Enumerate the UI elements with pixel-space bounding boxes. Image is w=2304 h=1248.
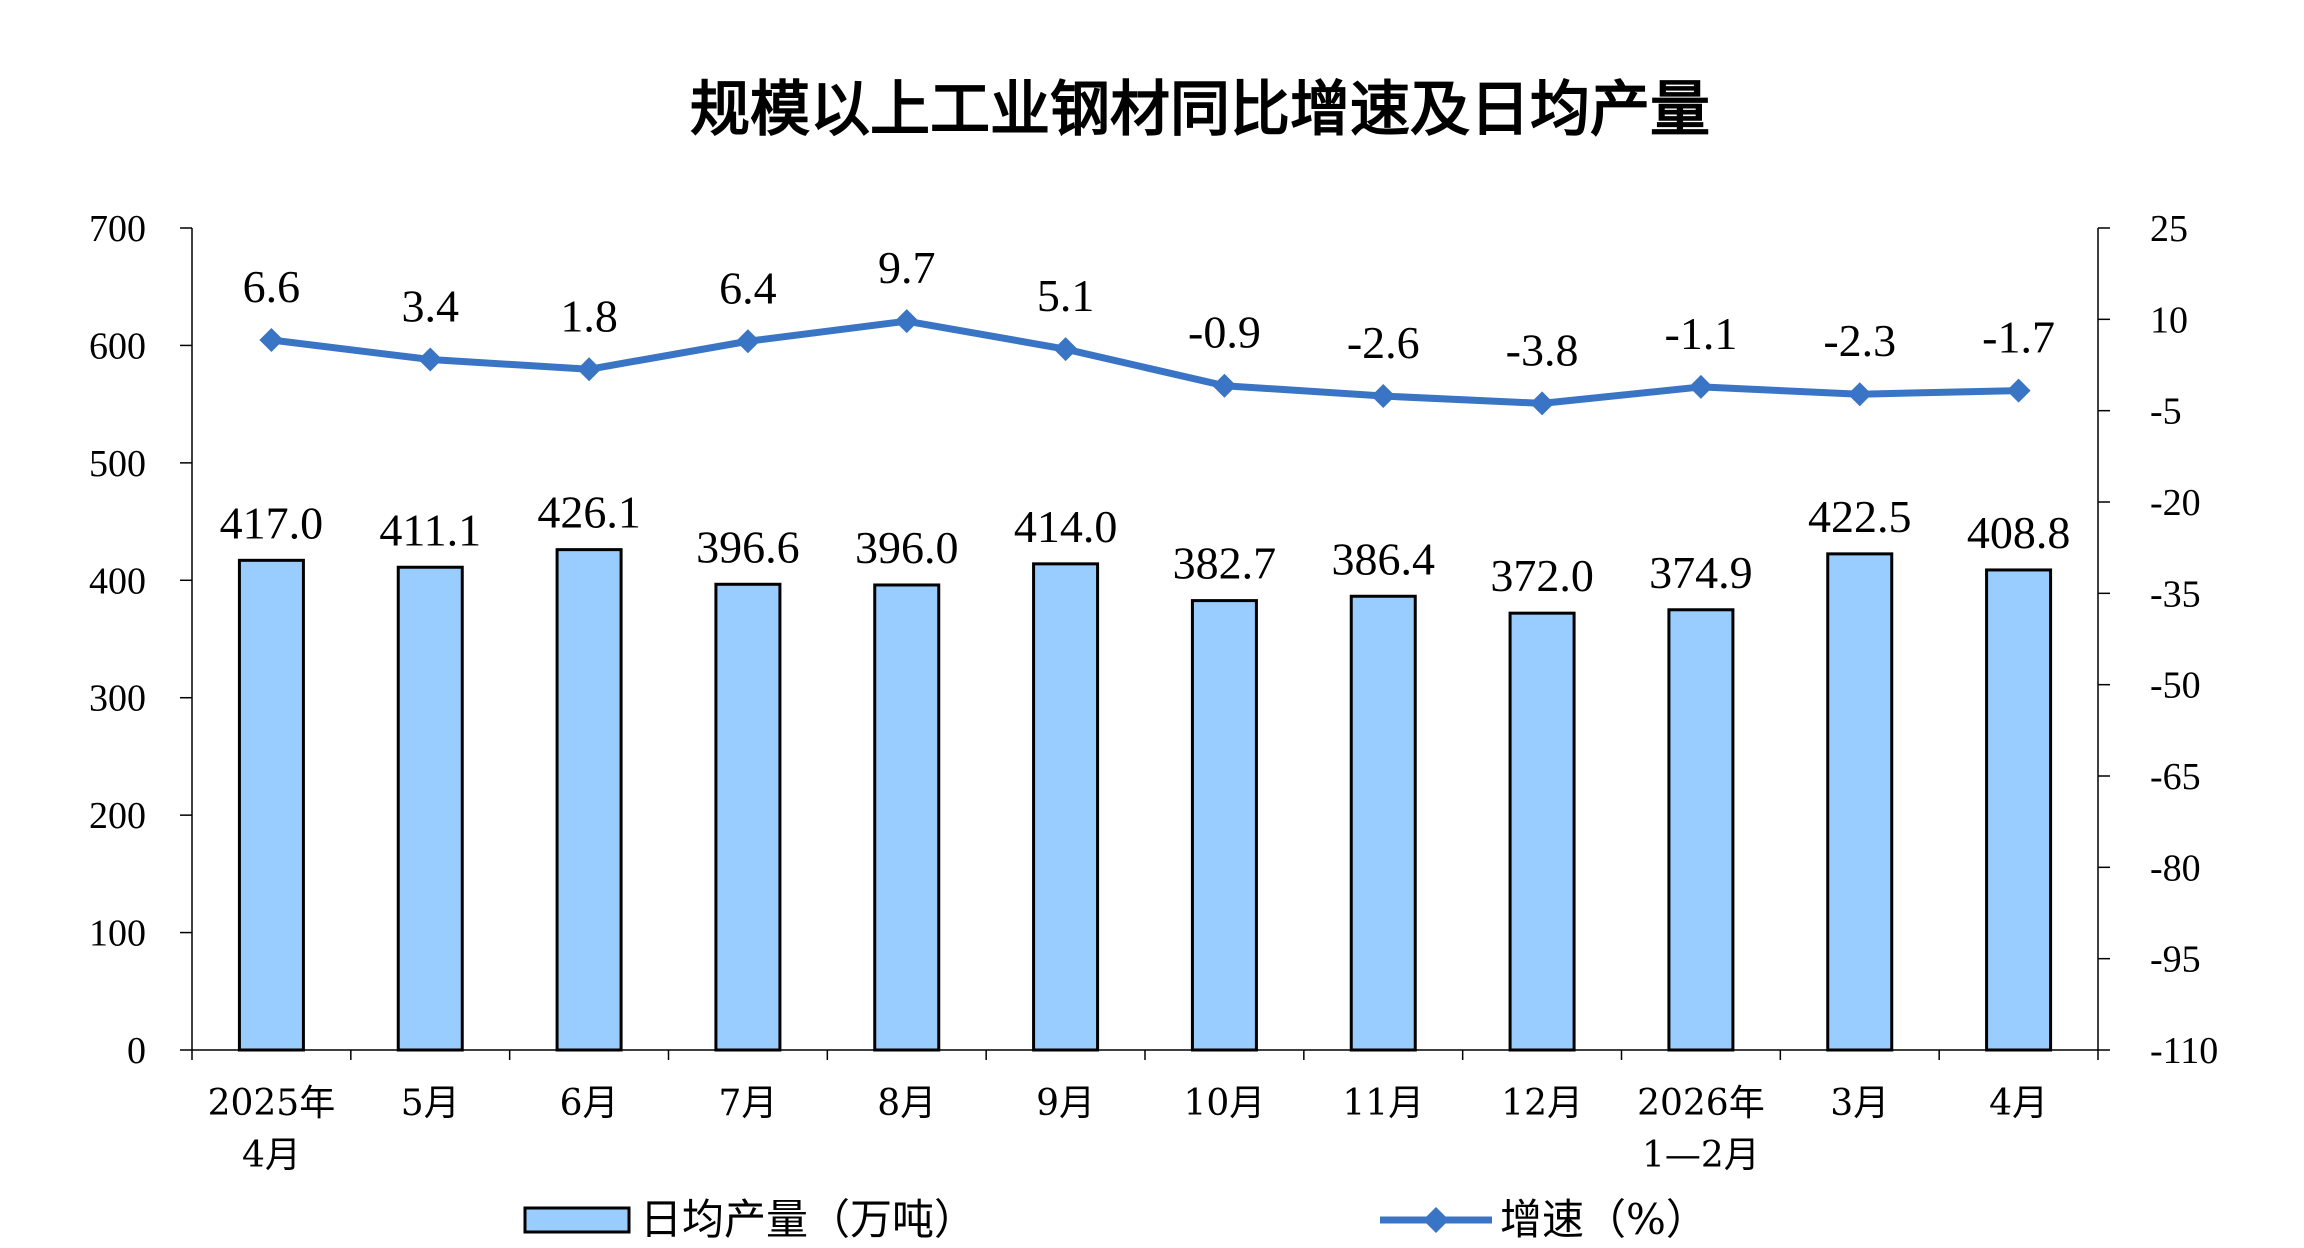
bar [396, 565, 464, 1052]
right-tick-label: -35 [2150, 573, 2201, 615]
growth-value-label: -1.1 [1665, 308, 1738, 359]
left-tick-label: 200 [89, 795, 146, 837]
legend-bar-label: 日均产量（万吨） [640, 1195, 976, 1244]
bar-value-label: 374.9 [1649, 547, 1753, 598]
right-tick-label: -50 [2150, 665, 2201, 707]
bar-value-label: 414.0 [1014, 501, 1118, 552]
bar [873, 583, 941, 1052]
bar-value-label: 411.1 [379, 504, 481, 555]
x-tick-label: 2026年 [1637, 1083, 1765, 1124]
growth-point [1212, 373, 1237, 398]
growth-value-label: -2.3 [1823, 315, 1896, 366]
x-tick-label: 5月 [401, 1083, 460, 1124]
left-tick-label: 500 [89, 443, 146, 485]
growth-value-label: 1.8 [560, 290, 618, 341]
growth-point [1371, 384, 1396, 409]
right-tick-label: 10 [2150, 299, 2188, 341]
growth-value-label: -0.9 [1188, 307, 1261, 358]
legend-line-label: 增速（%） [1500, 1195, 1708, 1244]
bar-value-label: 408.8 [1967, 507, 2071, 558]
bar [1826, 552, 1894, 1052]
bars [237, 548, 2053, 1052]
right-tick-label: -95 [2150, 939, 2201, 981]
bar-value-label: 426.1 [537, 487, 641, 538]
right-tick-label: 25 [2150, 208, 2188, 250]
x-tick-label: 12月 [1501, 1083, 1583, 1124]
x-tick-label: 10月 [1184, 1083, 1266, 1124]
left-tick-label: 100 [89, 913, 146, 955]
bar-value-label: 382.7 [1173, 538, 1277, 589]
x-tick-label: 3月 [1830, 1083, 1889, 1124]
growth-point [1053, 337, 1078, 362]
growth-value-label: -3.8 [1506, 324, 1579, 375]
growth-value-label: 6.6 [243, 261, 301, 312]
x-tick-label: 4月 [242, 1135, 301, 1176]
bar-value-label: 396.0 [855, 522, 959, 573]
growth-point [735, 329, 760, 354]
growth-point [2006, 378, 2031, 403]
x-tick-label: 11月 [1342, 1083, 1424, 1124]
right-tick-label: -110 [2150, 1030, 2218, 1072]
bar [1985, 568, 2053, 1052]
growth-line [259, 309, 2031, 416]
x-tick-label: 7月 [718, 1083, 777, 1124]
growth-point [894, 309, 919, 334]
growth-value-label: 5.1 [1037, 270, 1095, 321]
left-tick-label: 600 [89, 325, 146, 367]
legend-bar-swatch [523, 1206, 631, 1234]
bar [1349, 594, 1417, 1052]
right-tick-label: -65 [2150, 756, 2201, 798]
growth-value-label: 3.4 [402, 281, 460, 332]
left-tick-label: 400 [89, 560, 146, 602]
growth-line-path [270, 317, 2019, 407]
growth-point [259, 328, 284, 353]
bar-value-label: 422.5 [1808, 491, 1912, 542]
bar-value-label: 417.0 [220, 497, 324, 548]
bar [1032, 562, 1100, 1052]
x-tick-label: 2025年 [208, 1083, 336, 1124]
x-tick-label: 8月 [877, 1083, 936, 1124]
growth-point [577, 357, 602, 382]
x-tick-label: 6月 [560, 1083, 619, 1124]
bar [1667, 608, 1735, 1052]
chart-title: 规模以上工业钢材同比增速及日均产量 [690, 75, 1710, 145]
left-tick-label: 300 [89, 678, 146, 720]
axes: 0 100 200 300 400 500 600 700 -110 -95 -80 -65 -50 -3… [89, 208, 2218, 1176]
growth-point [418, 347, 443, 372]
x-tick-label: 1—2月 [1642, 1135, 1760, 1176]
growth-point [1688, 374, 1713, 399]
growth-point [1847, 382, 1872, 407]
bar [714, 582, 782, 1052]
legend-line-marker [1423, 1207, 1449, 1233]
bar [1508, 611, 1576, 1052]
x-tick-label: 9月 [1036, 1083, 1095, 1124]
growth-value-label: 9.7 [878, 242, 936, 293]
bar-value-label: 372.0 [1490, 550, 1594, 601]
x-tick-label: 4月 [1989, 1083, 2048, 1124]
growth-value-label: -2.6 [1347, 317, 1420, 368]
left-tick-label: 0 [127, 1030, 146, 1072]
right-tick-label: -5 [2150, 391, 2182, 433]
data-labels: 417.0 411.1 426.1 396.6 396.0 414.0 382.7 386.4… [220, 242, 2071, 601]
right-tick-label: -80 [2150, 847, 2201, 889]
growth-value-label: -1.7 [1982, 312, 2055, 363]
bar [555, 548, 623, 1052]
growth-point [1530, 391, 1555, 416]
bar-value-label: 386.4 [1332, 533, 1436, 584]
legend: 日均产量（万吨） 增速（%） [523, 1195, 1708, 1244]
bar [1190, 599, 1258, 1052]
growth-value-label: 6.4 [719, 262, 777, 313]
left-tick-label: 700 [89, 208, 146, 250]
right-tick-label: -20 [2150, 482, 2201, 524]
bar-value-label: 396.6 [696, 521, 800, 572]
bar [237, 558, 305, 1052]
